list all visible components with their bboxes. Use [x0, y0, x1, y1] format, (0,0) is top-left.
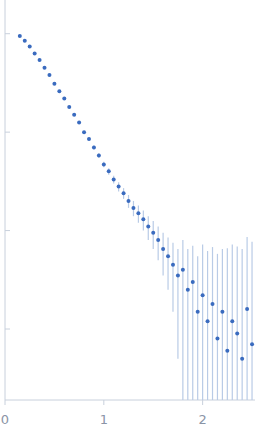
point: [235, 332, 239, 336]
error-bar: [192, 246, 193, 400]
error-bar: [207, 251, 208, 400]
point: [186, 288, 190, 292]
point: [47, 73, 51, 77]
point: [230, 319, 234, 323]
y-tick: [5, 132, 10, 133]
point: [220, 310, 224, 314]
point: [161, 247, 165, 251]
x-tick-label: 1: [100, 412, 108, 427]
y-tick: [5, 230, 10, 231]
point: [33, 51, 37, 55]
point: [117, 185, 121, 189]
plot-area: [18, 34, 254, 400]
point: [211, 302, 215, 306]
error-bars: [20, 35, 252, 400]
chart: 0 1 2: [0, 0, 255, 437]
point: [166, 254, 170, 258]
point: [122, 191, 126, 195]
point: [67, 105, 71, 109]
error-bar: [237, 246, 238, 400]
point: [72, 113, 76, 117]
point: [43, 66, 47, 70]
point: [196, 310, 200, 314]
error-bar: [177, 249, 178, 359]
point: [23, 39, 27, 43]
point: [176, 273, 180, 277]
point: [87, 137, 91, 141]
point: [245, 307, 249, 311]
x-tick-label: 0: [1, 412, 9, 427]
point: [136, 211, 140, 215]
error-bar: [187, 249, 188, 400]
error-bar: [182, 240, 183, 400]
error-bar: [217, 254, 218, 400]
error-bar: [202, 245, 203, 400]
point: [201, 293, 205, 297]
point: [240, 357, 244, 361]
point: [18, 34, 22, 38]
point: [92, 145, 96, 149]
point: [82, 130, 86, 134]
point: [151, 231, 155, 235]
point: [156, 238, 160, 242]
error-bar: [212, 247, 213, 400]
error-bar: [167, 238, 168, 290]
point: [62, 96, 66, 100]
point: [107, 169, 111, 173]
y-tick: [5, 329, 10, 330]
x-tick: [5, 400, 6, 405]
x-tick: [202, 400, 203, 405]
error-bar: [172, 243, 173, 312]
x-tick: [103, 400, 104, 405]
point: [112, 178, 116, 182]
point: [77, 121, 81, 125]
error-bar: [246, 237, 247, 400]
point: [131, 206, 135, 210]
y-tick: [5, 33, 10, 34]
point: [225, 349, 229, 353]
point: [146, 224, 150, 228]
y-axis: [5, 0, 6, 400]
point: [141, 217, 145, 221]
error-bar: [163, 233, 164, 276]
point: [57, 89, 61, 93]
error-bar: [222, 249, 223, 400]
point: [250, 342, 254, 346]
point: [28, 45, 32, 49]
point: [171, 263, 175, 267]
error-bar: [197, 256, 198, 400]
point: [215, 337, 219, 341]
point: [181, 268, 185, 272]
error-bar: [153, 221, 154, 249]
points: [18, 34, 254, 361]
error-bar: [227, 248, 228, 400]
error-bar: [158, 226, 159, 260]
point: [97, 153, 101, 157]
error-bar: [242, 249, 243, 400]
point: [127, 199, 131, 203]
point: [52, 82, 56, 86]
point: [206, 319, 210, 323]
point: [191, 280, 195, 284]
x-tick-label: 2: [198, 412, 206, 427]
point: [38, 58, 42, 62]
point: [102, 162, 106, 166]
error-bar: [251, 242, 252, 400]
